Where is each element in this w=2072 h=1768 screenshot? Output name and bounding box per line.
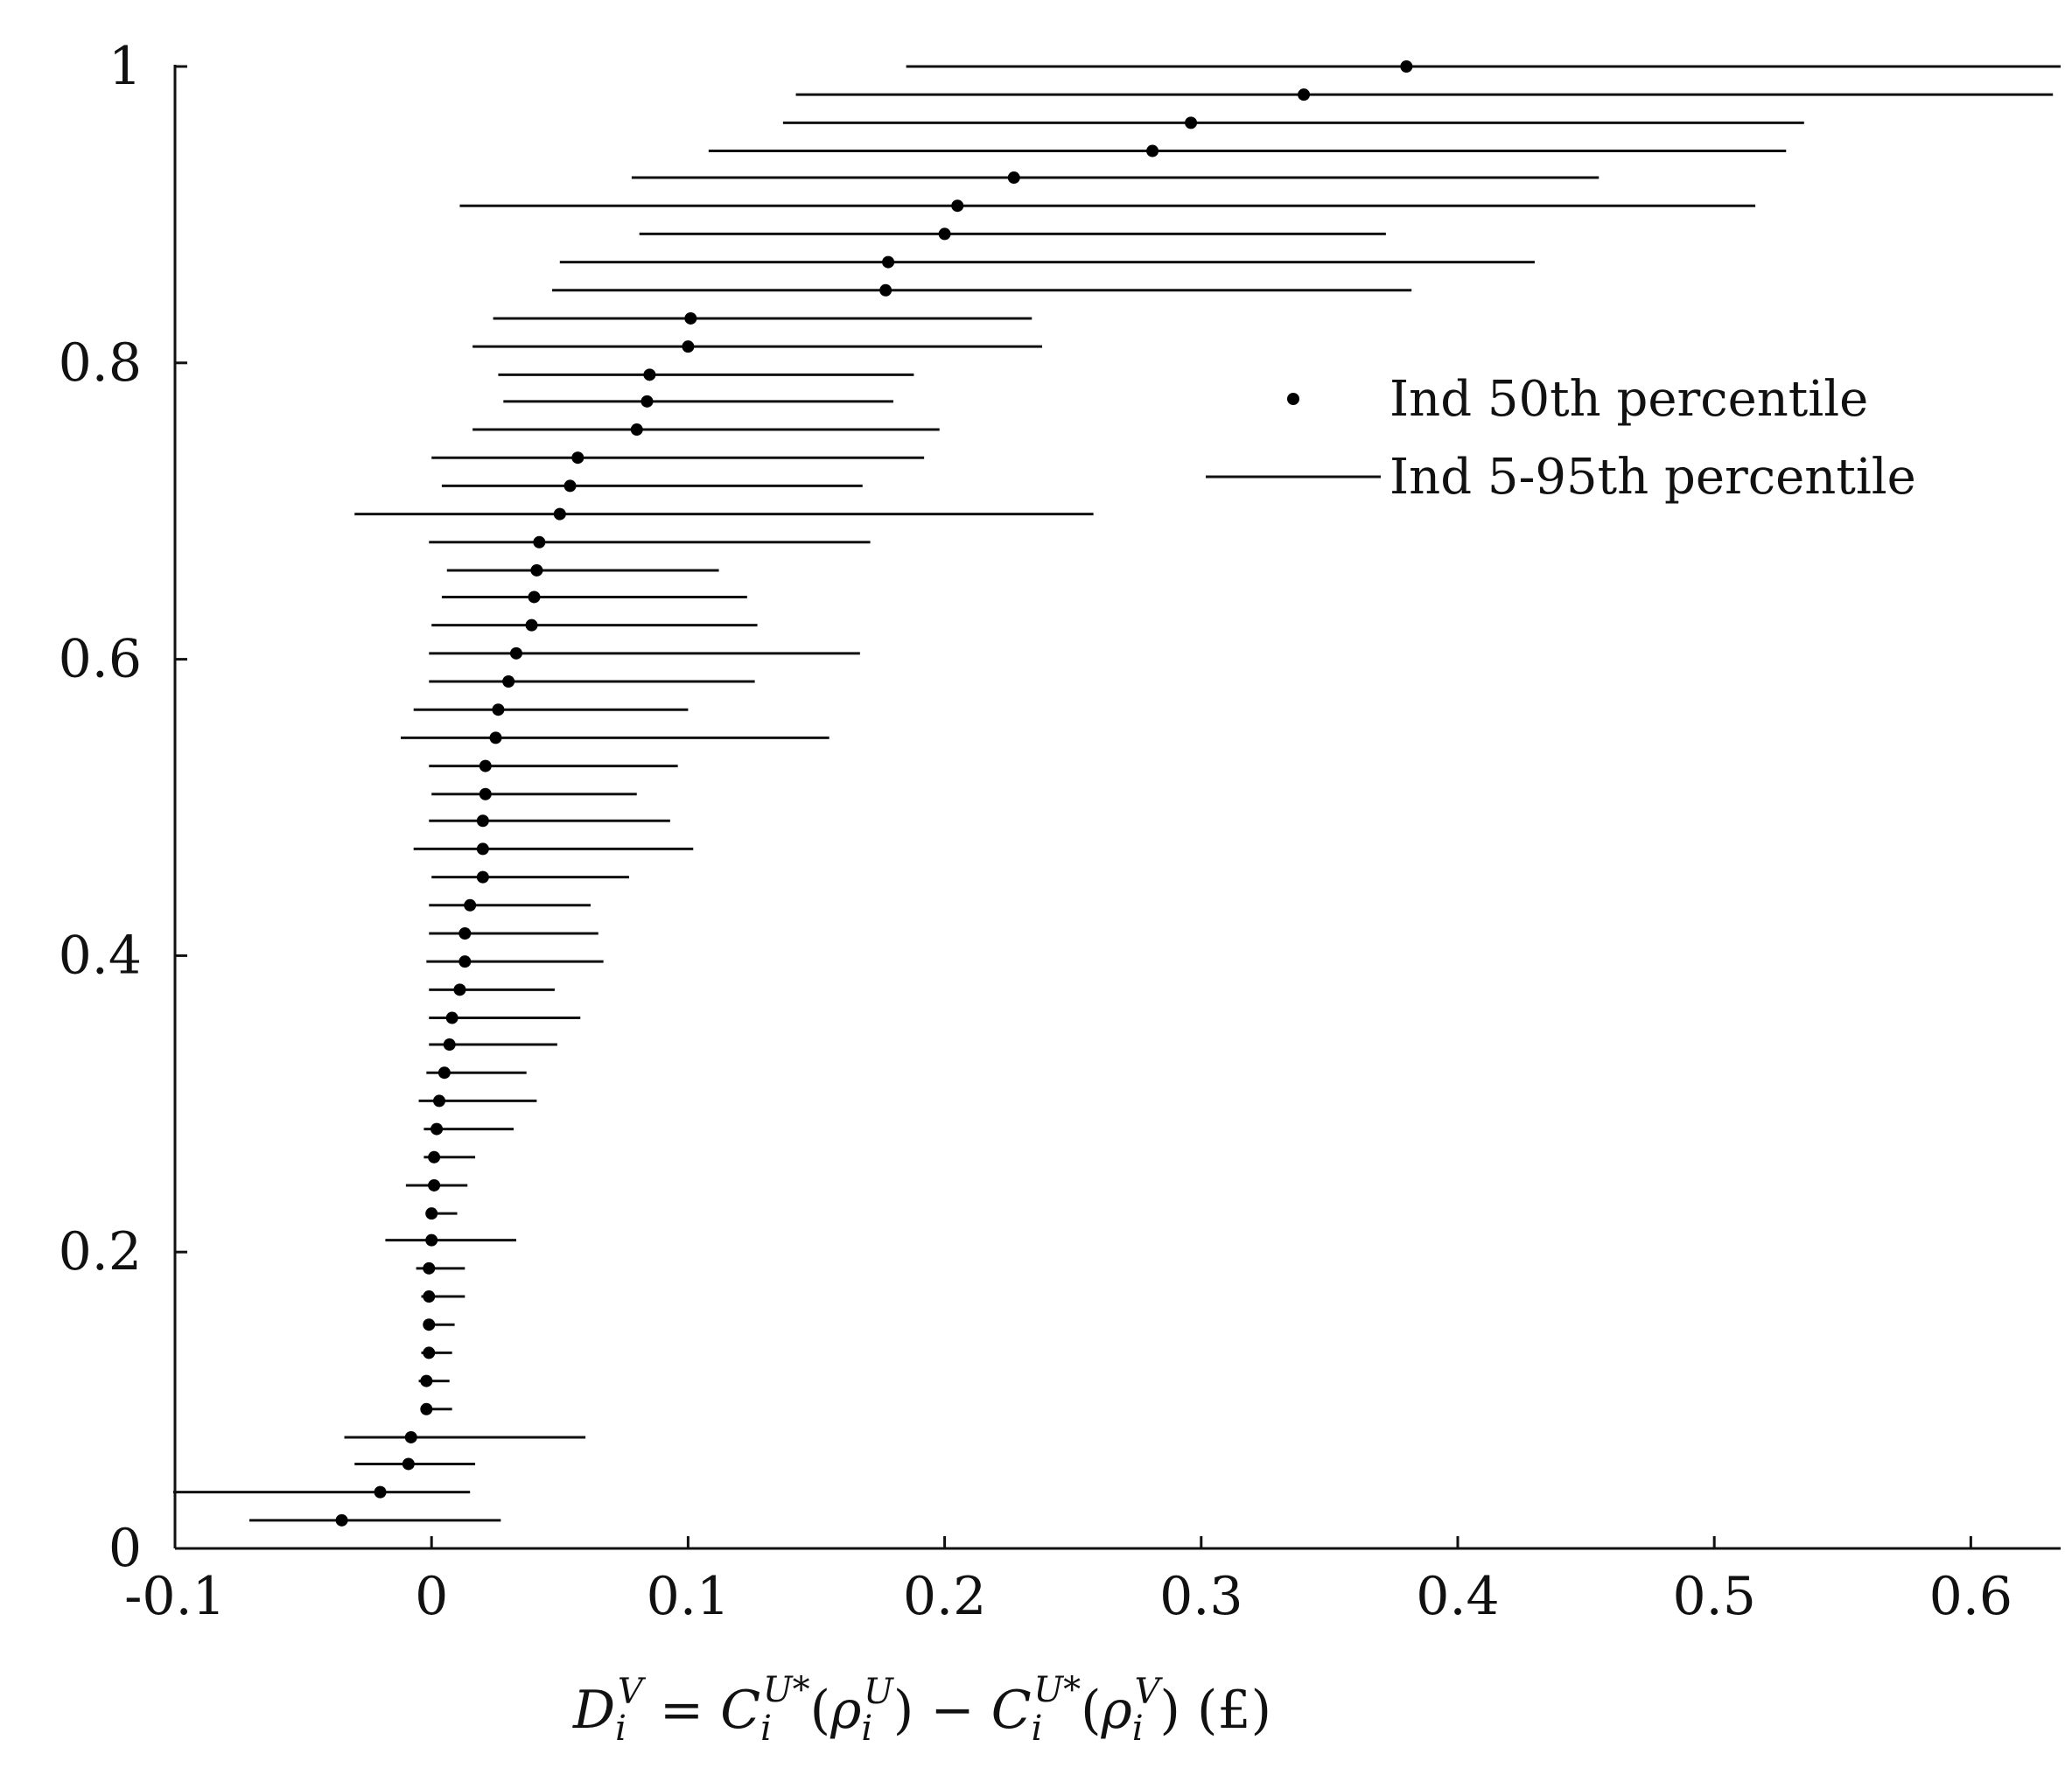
- median-point: [476, 870, 489, 884]
- legend-dot-marker: [1287, 393, 1299, 405]
- median-point: [640, 395, 654, 408]
- y-tick-label: 0.6: [59, 629, 142, 690]
- median-point: [423, 1290, 436, 1303]
- median-point: [528, 590, 541, 604]
- median-point: [458, 926, 472, 940]
- axis-ticks: -0.1 0 0.1 0.2 0.3 0.4 0.5 0.600.20.40.60.81: [59, 36, 2013, 1627]
- median-point: [1007, 171, 1020, 185]
- x-tick-label: 0.3: [1159, 1566, 1242, 1627]
- y-tick-label: 0.4: [59, 925, 142, 986]
- median-point: [453, 983, 466, 996]
- median-point: [445, 1011, 458, 1024]
- median-point: [479, 759, 492, 772]
- median-point: [423, 1318, 436, 1331]
- median-point: [476, 842, 489, 856]
- median-point: [428, 1178, 441, 1191]
- median-point: [420, 1374, 433, 1387]
- y-tick-label: 0: [108, 1518, 142, 1579]
- median-point: [443, 1038, 456, 1052]
- median-point: [684, 311, 697, 325]
- legend: Ind 50th percentile Ind 5-95th percentil…: [1206, 371, 1916, 506]
- median-point: [682, 340, 695, 353]
- median-point: [404, 1430, 417, 1443]
- median-point: [879, 283, 892, 297]
- median-point: [509, 646, 522, 660]
- x-tick-label: 0.5: [1672, 1566, 1755, 1627]
- legend-label-range: Ind 5-95th percentile: [1390, 449, 1916, 506]
- axes: [173, 65, 2061, 1550]
- median-point: [374, 1485, 387, 1499]
- x-tick-label: 0: [415, 1566, 448, 1627]
- y-tick-label: 0.8: [59, 332, 142, 394]
- plot-area: [173, 60, 2061, 1527]
- median-point: [492, 703, 505, 716]
- median-point: [630, 423, 643, 437]
- median-point: [438, 1066, 451, 1080]
- median-point: [533, 535, 546, 549]
- median-point: [479, 787, 492, 800]
- median-point: [425, 1207, 438, 1220]
- x-tick-label: 0.2: [903, 1566, 986, 1627]
- median-point: [425, 1233, 438, 1247]
- median-point: [553, 507, 566, 521]
- median-point: [428, 1150, 441, 1164]
- median-point: [335, 1513, 348, 1527]
- median-point: [1298, 88, 1311, 101]
- median-point: [420, 1402, 433, 1415]
- median-point: [564, 479, 577, 493]
- x-tick-label: 0.6: [1929, 1566, 2012, 1627]
- legend-label-median: Ind 50th percentile: [1390, 371, 1868, 428]
- median-point: [423, 1261, 436, 1275]
- y-tick-label: 0.2: [59, 1221, 142, 1282]
- x-tick-label: 0.4: [1416, 1566, 1499, 1627]
- median-point: [525, 618, 538, 632]
- median-point: [643, 368, 656, 381]
- median-point: [489, 731, 502, 744]
- median-point: [502, 675, 515, 688]
- median-point: [423, 1346, 436, 1359]
- median-point: [1185, 116, 1198, 129]
- median-point: [464, 898, 477, 912]
- median-point: [432, 1094, 445, 1108]
- median-point: [951, 199, 964, 213]
- x-tick-label: -0.1: [124, 1566, 226, 1627]
- median-point: [476, 814, 489, 828]
- median-point: [430, 1122, 444, 1136]
- median-point: [530, 563, 543, 577]
- x-axis-label: DiV = CiU*(ρiU) − CiU*(ρiV) (£): [572, 1670, 1271, 1749]
- median-point: [882, 255, 895, 269]
- median-point: [458, 955, 472, 968]
- x-tick-label: 0.1: [647, 1566, 730, 1627]
- median-point: [1146, 144, 1159, 157]
- median-point: [938, 227, 951, 241]
- y-tick-label: 1: [108, 36, 142, 97]
- median-point: [571, 451, 584, 465]
- median-point: [1400, 60, 1413, 73]
- median-point: [402, 1457, 415, 1471]
